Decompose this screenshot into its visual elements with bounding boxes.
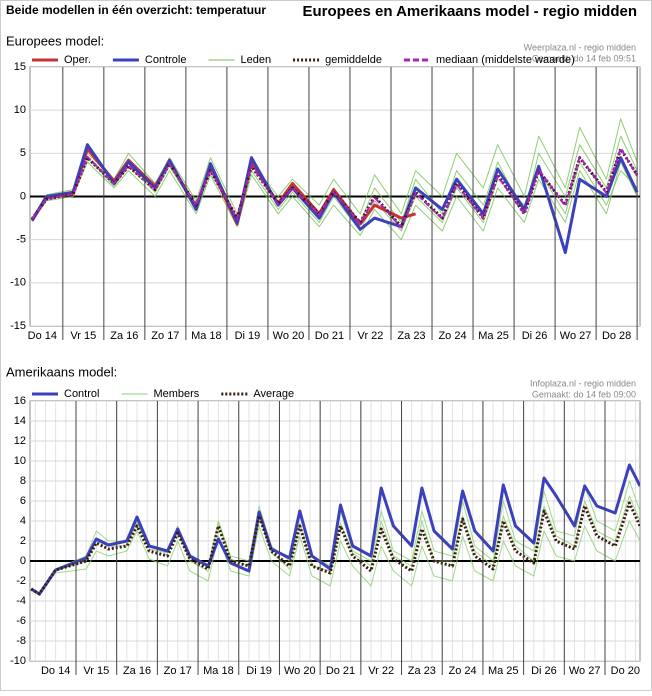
legend-label: gemiddelde: [325, 54, 382, 66]
x-tick-label: Do 21: [326, 665, 355, 677]
member-line: [31, 161, 638, 241]
legend-label: Members: [153, 388, 199, 400]
x-tick-label: Do 14: [28, 330, 57, 342]
source: Infoplaza.nl - regio midden: [530, 378, 636, 388]
legend-label: Average: [253, 388, 294, 400]
made: Gemaakt: do 14 feb 09:51: [532, 53, 636, 63]
series-line: [30, 463, 640, 596]
x-tick-label: Wo 20: [273, 330, 305, 342]
x-tick-label: Wo 20: [284, 665, 316, 677]
x-tick-label: Di 26: [531, 665, 557, 677]
y-tick-label: 0: [20, 190, 26, 202]
x-tick-label: Ma 25: [478, 330, 509, 342]
x-tick-label: Za 16: [110, 330, 138, 342]
chart-title: Europees model:: [6, 33, 104, 48]
x-tick-label: Za 23: [397, 330, 425, 342]
y-tick-label: 5: [20, 147, 26, 159]
member-line: [31, 118, 638, 219]
y-tick-label: -5: [16, 234, 26, 246]
x-tick-label: Zo 24: [438, 330, 466, 342]
plot: [30, 67, 640, 326]
x-tick-label: Zo 17: [164, 665, 192, 677]
source: Weerplaza.nl - regio midden: [524, 42, 636, 52]
x-tick-label: Di 26: [522, 330, 548, 342]
x-tick-label: Zo 24: [449, 665, 477, 677]
x-tick-label: Wo 27: [560, 330, 592, 342]
legend-label: mediaan (middelste waarde): [436, 54, 575, 66]
series-line: [30, 501, 640, 596]
y-tick-label: 6: [20, 495, 26, 507]
x-tick-label: Za 23: [408, 665, 436, 677]
y-tick-label: -2: [16, 575, 26, 587]
y-tick-label: 8: [20, 475, 26, 487]
x-tick-label: Do 28: [602, 330, 631, 342]
x-tick-label: Vr 15: [70, 330, 96, 342]
x-tick-label: Vr 22: [358, 330, 384, 342]
x-tick-label: Ma 25: [488, 665, 519, 677]
y-tick-label: -8: [16, 635, 26, 647]
y-tick-label: 10: [14, 455, 26, 467]
x-tick-label: Do 20: [611, 665, 640, 677]
chart-title: Amerikaans model:: [6, 364, 117, 379]
series-line: [31, 147, 638, 229]
x-tick-label: Zo 17: [151, 330, 179, 342]
x-tick-label: Vr 22: [368, 665, 394, 677]
y-tick-label: 4: [20, 515, 26, 527]
x-tick-label: Di 19: [246, 665, 272, 677]
legend-label: Leden: [240, 54, 271, 66]
x-tick-label: Di 19: [235, 330, 261, 342]
member-line: [30, 520, 640, 596]
y-tick-label: 14: [14, 415, 26, 427]
y-tick-label: 0: [20, 555, 26, 567]
y-tick-label: -15: [10, 320, 26, 332]
y-tick-label: 2: [20, 535, 26, 547]
y-tick-label: -10: [10, 277, 26, 289]
legend-label: Oper.: [64, 54, 91, 66]
made: Gemaakt: do 14 feb 09:00: [532, 389, 636, 399]
x-tick-label: Ma 18: [191, 330, 222, 342]
legend-label: Controle: [145, 54, 187, 66]
x-tick-label: Do 14: [41, 665, 70, 677]
y-tick-label: 12: [14, 435, 26, 447]
x-tick-label: Do 21: [315, 330, 344, 342]
y-tick-label: 16: [14, 395, 26, 407]
plot: [30, 401, 640, 661]
x-tick-label: Za 16: [123, 665, 151, 677]
y-tick-label: -10: [10, 655, 26, 667]
x-tick-label: Ma 18: [203, 665, 234, 677]
legend-label: Control: [64, 388, 99, 400]
y-tick-label: 10: [14, 104, 26, 116]
header-right: Europees en Amerikaans model - regio mid…: [302, 3, 637, 20]
header-left: Beide modellen in één overzicht: tempera…: [6, 3, 266, 17]
x-tick-label: Wo 27: [569, 665, 601, 677]
y-tick-label: -6: [16, 615, 26, 627]
x-tick-label: Vr 15: [83, 665, 109, 677]
y-tick-label: 15: [14, 61, 26, 73]
y-tick-label: -4: [16, 595, 26, 607]
